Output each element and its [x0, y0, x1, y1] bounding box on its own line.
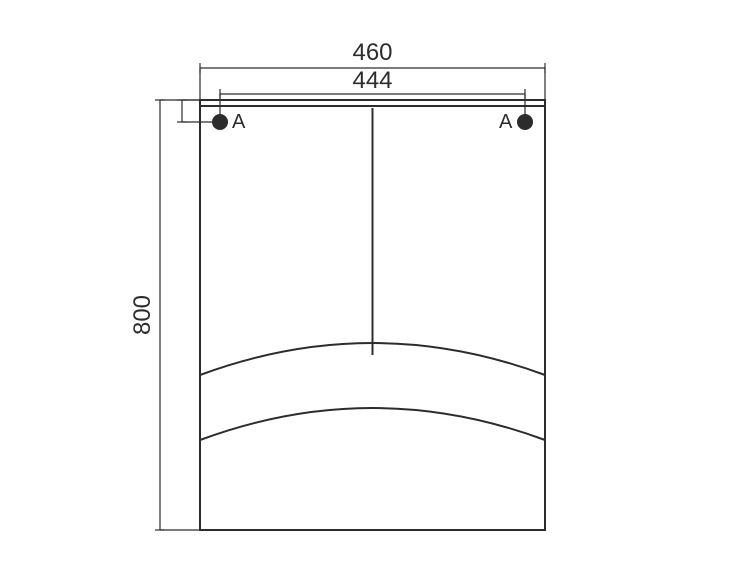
marker-label-right: A [499, 111, 513, 133]
dim-value-outer-width: 460 [352, 39, 392, 66]
marker-label-left: A [232, 111, 246, 133]
dim-value-height: 800 [129, 295, 156, 335]
dimension-drawing: A A 460444 800 [0, 0, 731, 569]
drawer-wave-2 [200, 408, 545, 440]
dim-value-inner-width: 444 [352, 67, 392, 94]
